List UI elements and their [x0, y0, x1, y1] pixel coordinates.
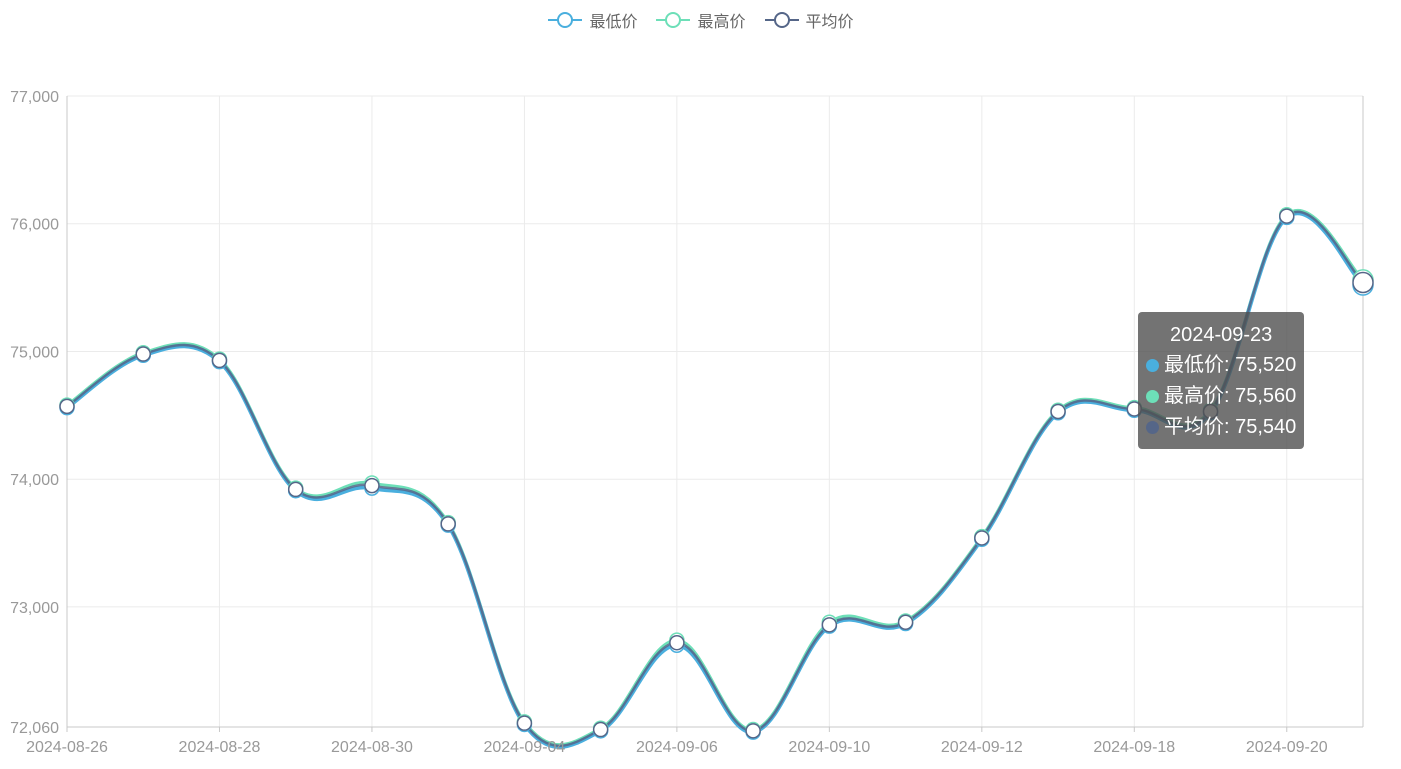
y-tick-label: 74,000	[10, 472, 59, 489]
data-point-avg[interactable]	[669, 634, 685, 651]
data-point-avg[interactable]	[821, 617, 838, 633]
tooltip-row-low: 最低价: 75,520	[1146, 350, 1296, 381]
circle-line-icon	[656, 12, 691, 28]
tooltip-dot-high	[1146, 390, 1159, 403]
data-point-avg[interactable]	[59, 398, 75, 415]
legend-item-avg[interactable]: 平均价	[764, 8, 854, 32]
data-point-avg[interactable]	[440, 516, 456, 532]
data-point-avg[interactable]	[516, 715, 533, 731]
tooltip-dot-avg	[1146, 421, 1159, 434]
series-line-high	[65, 209, 1365, 747]
tick-labels: 77,000 76,000 75,000 74,000 73,000 72,060 2024…	[10, 89, 1328, 756]
circle-line-icon	[764, 12, 799, 28]
tooltip-row-high: 最高价: 75,560	[1146, 381, 1296, 412]
data-point-avg[interactable]	[135, 346, 151, 362]
y-tick-label: 75,000	[10, 344, 59, 361]
series-line-low	[65, 211, 1365, 750]
x-tick-label: 2024-09-04	[483, 739, 565, 756]
legend-item-low[interactable]: 最低价	[547, 8, 637, 32]
x-tick-label: 2024-09-06	[636, 739, 718, 756]
tooltip-row-avg: 平均价: 75,540	[1146, 412, 1296, 443]
x-tick-label: 2024-08-26	[26, 739, 108, 756]
circle-line-icon	[548, 12, 583, 28]
x-tick-label: 2024-09-12	[941, 739, 1023, 756]
x-tick-label: 2024-09-18	[1093, 739, 1175, 756]
legend-item-high[interactable]: 最高价	[655, 8, 746, 32]
legend: 最低价 最高价 平均价	[0, 8, 1401, 32]
data-point-avg[interactable]	[1352, 271, 1374, 294]
data-point-avg[interactable]	[592, 721, 609, 738]
y-tick-label: 72,060	[10, 720, 59, 737]
data-point-avg[interactable]	[1279, 208, 1295, 224]
data-points[interactable]	[59, 207, 1374, 740]
tooltip-label-avg: 平均价: 75,540	[1164, 416, 1297, 438]
legend-label-low: 最低价	[589, 14, 638, 31]
tooltip-dot-low	[1146, 359, 1159, 372]
tooltip: 2024-09-23 最低价: 75,520 最高价: 75,560 平均价: …	[1138, 312, 1305, 449]
data-point-avg[interactable]	[211, 352, 228, 369]
y-tick-label: 77,000	[10, 89, 59, 106]
tooltip-title: 2024-09-23	[1169, 324, 1273, 346]
x-tick-label: 2024-08-28	[179, 739, 261, 756]
legend-label-high: 最高价	[697, 14, 746, 31]
data-point-avg[interactable]	[745, 723, 761, 739]
data-point-avg[interactable]	[287, 481, 304, 498]
y-tick-label: 76,000	[10, 217, 59, 234]
data-point-avg[interactable]	[974, 530, 990, 546]
data-point-avg[interactable]	[364, 477, 380, 494]
y-tick-label: 73,000	[10, 600, 59, 617]
tooltip-label-low: 最低价: 75,520	[1164, 354, 1297, 376]
x-tick-label: 2024-09-10	[788, 739, 870, 756]
legend-label-avg: 平均价	[805, 14, 854, 31]
data-point-avg[interactable]	[1050, 403, 1066, 420]
x-tick-label: 2024-09-20	[1246, 739, 1328, 756]
tooltip-label-high: 最高价: 75,560	[1164, 385, 1297, 407]
data-point-avg[interactable]	[897, 614, 914, 631]
x-tick-label: 2024-08-30	[331, 739, 413, 756]
